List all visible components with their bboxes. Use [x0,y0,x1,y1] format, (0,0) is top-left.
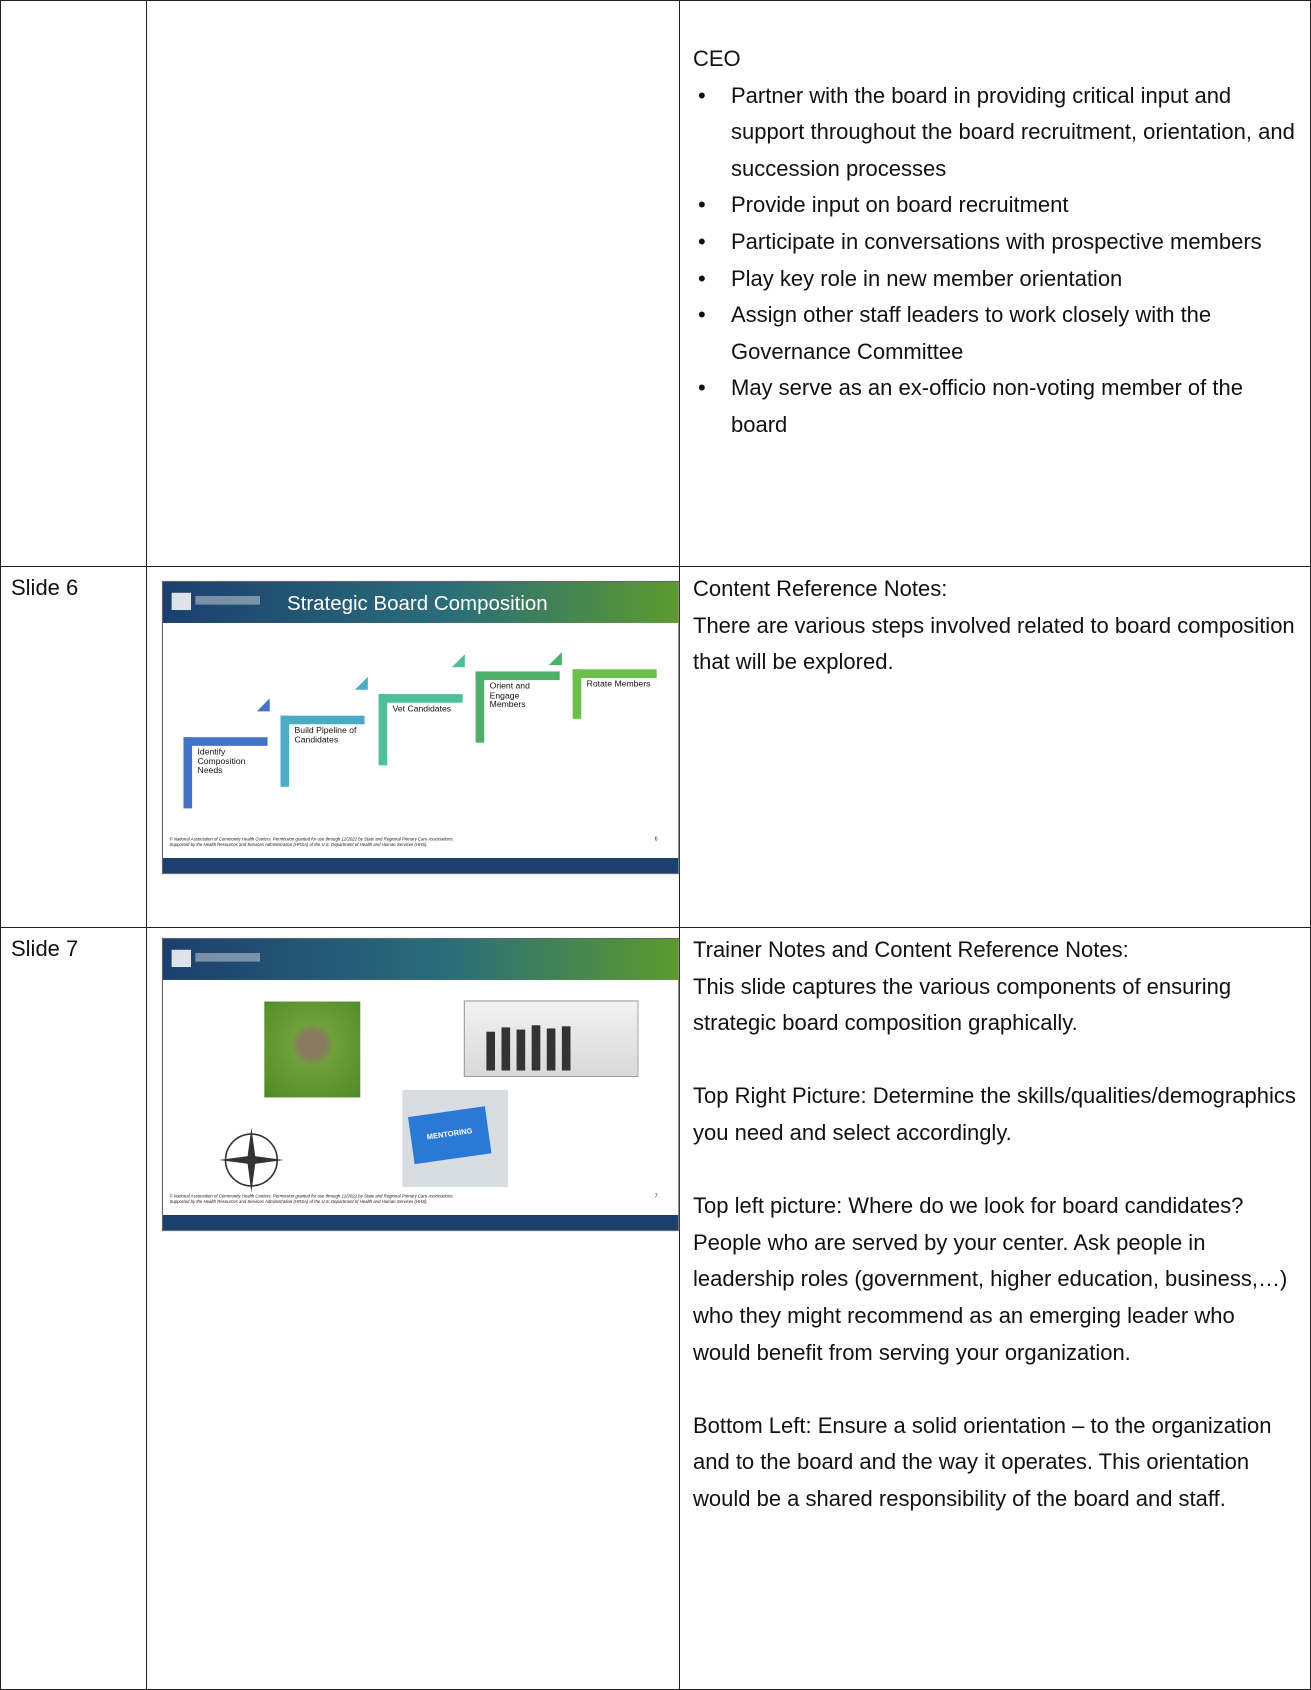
step-bar [572,669,657,678]
notes-paragraph: Trainer Notes and Content Reference Note… [693,937,1232,1036]
slide-number: 7 [654,1193,658,1200]
slide-cell: Strategic Board Composition Identify Com… [146,566,680,928]
slide-header: Strategic Board Composition [163,582,679,623]
compass-graphic [219,1127,284,1193]
table-row: Slide 7 MENTORING © National Association… [0,927,1311,1690]
slide-title: Strategic Board Composition [286,592,548,616]
slide-label: Slide 6 [11,575,79,600]
step-arrow [548,652,562,666]
puzzle-piece: MENTORING [408,1106,492,1165]
step: Build Pipeline of Candidates [256,698,365,787]
footer-band [163,1214,679,1231]
notes-paragraph: Content Reference Notes: There are vario… [693,576,1295,675]
logo-text [195,596,261,605]
notes-cell: Content Reference Notes: There are vario… [679,566,1311,928]
label-cell [0,0,147,567]
step-bar [280,715,365,725]
bullet-list: Partner with the board in providing crit… [693,78,1296,444]
binoculars-photo [264,1001,361,1098]
notes-cell: CEO Partner with the board in providing … [679,0,1311,567]
notes-heading: CEO [693,46,741,71]
bullet-item: Play key role in new member orientation [693,261,1296,298]
step-arrow [256,698,270,712]
slide-footer: © National Association of Community Heal… [169,1193,643,1204]
step-label: Vet Candidates [392,703,452,714]
step-bar [183,737,193,809]
label-cell: Slide 7 [0,927,147,1690]
step-label: Build Pipeline of Candidates [294,725,357,745]
step-bar [572,669,582,719]
footer-line: Supported by the Health Resources and Se… [169,841,428,848]
slide-header [163,939,679,980]
footer-band [163,857,679,874]
step-bar [378,694,388,766]
step: Orient and Engage Members [451,654,560,743]
slide-label: Slide 7 [11,936,79,961]
bullet-item: May serve as an ex-officio non-voting me… [693,370,1296,443]
step: Rotate Members [548,652,657,719]
notes-cell: Trainer Notes and Content Reference Note… [679,927,1311,1690]
footer-line: © National Association of Community Heal… [169,1193,454,1199]
logo [171,949,192,968]
label-cell: Slide 6 [0,566,147,928]
step-bar [280,715,290,787]
bullet-item: Assign other staff leaders to work close… [693,297,1296,370]
table-row: CEO Partner with the board in providing … [0,0,1311,567]
bullet-item: Participate in conversations with prospe… [693,224,1296,261]
bullet-item: Provide input on board recruitment [693,187,1296,224]
footer-line: Supported by the Health Resources and Se… [169,1198,428,1205]
logo [171,592,192,611]
slide-thumbnail: Strategic Board Composition Identify Com… [163,582,679,874]
step-bar [475,671,485,743]
slide-number: 6 [654,836,658,843]
bullet-item: Partner with the board in providing crit… [693,78,1296,188]
logo-text [195,953,261,962]
step-label: Orient and Engage Members [489,681,530,710]
step-bar [183,737,268,746]
slide-footer: © National Association of Community Heal… [169,836,643,847]
table-row: Slide 6 Strategic Board Composition Iden… [0,566,1311,928]
slide-thumbnail: MENTORING © National Association of Comm… [163,939,679,1231]
slide-cell: MENTORING © National Association of Comm… [146,927,680,1690]
step: Identify Composition Needs [183,737,268,809]
step-arrow [451,654,465,668]
people-photo [464,1001,638,1076]
notes-paragraph: Top Right Picture: Determine the skills/… [693,1083,1296,1145]
slide-cell [146,0,680,567]
step-label: Identify Composition Needs [197,746,246,775]
compass-image [206,1122,298,1197]
notes-paragraph: Bottom Left: Ensure a solid orientation … [693,1412,1272,1511]
step-arrow [354,676,368,690]
step-bar [378,694,463,703]
footer-line: © National Association of Community Heal… [169,836,454,842]
step-bar [475,671,560,681]
puzzle-image: MENTORING [402,1089,508,1187]
step-label: Rotate Members [586,679,651,689]
notes-paragraph: Top left picture: Where do we look for b… [693,1193,1288,1365]
people-figures [486,1025,571,1071]
step: Vet Candidates [354,676,463,766]
